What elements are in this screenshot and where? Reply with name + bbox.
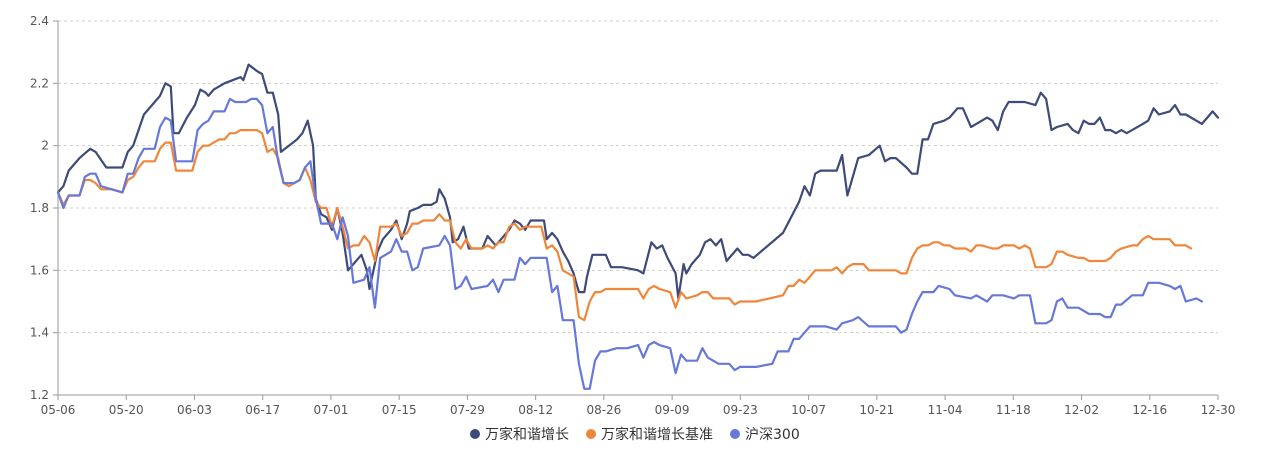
y-tick-label: 2 (41, 139, 49, 153)
x-tick-label: 07-29 (450, 403, 485, 417)
y-tick-label: 1.6 (30, 263, 49, 277)
axis-layer: 1.2 1.4 1.6 1.8 2 2.2 2.4 05-06 05-20 06-03 06-17 0… (30, 14, 1236, 417)
legend-label: 沪深300 (745, 427, 800, 443)
series-line-2[interactable] (56, 97, 1203, 390)
legend-item-2[interactable]: 沪深300 (730, 427, 800, 443)
x-tick-label: 07-15 (382, 403, 417, 417)
y-tick-label: 2.4 (30, 14, 49, 28)
x-tick-label: 12-16 (1132, 403, 1167, 417)
series-line-1[interactable] (56, 129, 1193, 322)
x-tick-label: 12-02 (1064, 403, 1099, 417)
x-tick-label: 11-18 (996, 403, 1031, 417)
x-tick-label: 11-04 (928, 403, 963, 417)
grid-layer (58, 20, 1218, 334)
y-tick-label: 1.8 (30, 201, 49, 215)
x-tick-label: 08-26 (586, 403, 621, 417)
legend-item-1[interactable]: 万家和谐增长基准 (586, 426, 713, 443)
legend-marker (586, 429, 596, 439)
x-tick-label: 10-21 (859, 403, 894, 417)
series-line-0[interactable] (56, 63, 1220, 300)
series-layer (56, 63, 1220, 390)
x-tick-label: 05-20 (109, 403, 144, 417)
x-tick-label: 09-23 (723, 403, 758, 417)
legend-label: 万家和谐增长基准 (601, 426, 713, 443)
legend-marker (730, 429, 740, 439)
x-tick-label: 05-06 (41, 403, 76, 417)
legend[interactable]: 万家和谐增长 万家和谐增长基准 沪深300 (470, 426, 800, 443)
y-tick-label: 1.2 (30, 388, 49, 402)
x-tick-label: 08-12 (518, 403, 553, 417)
x-tick-label: 10-07 (791, 403, 826, 417)
legend-marker (470, 429, 480, 439)
legend-item-0[interactable]: 万家和谐增长 (470, 426, 569, 443)
x-tick-label: 07-01 (314, 403, 349, 417)
y-tick-label: 1.4 (30, 326, 49, 340)
x-tick-label: 12-30 (1201, 403, 1236, 417)
x-tick-label: 06-03 (177, 403, 212, 417)
y-tick-label: 2.2 (30, 76, 49, 90)
x-tick-label: 09-09 (655, 403, 690, 417)
legend-label: 万家和谐增长 (485, 426, 569, 443)
x-tick-label: 06-17 (245, 403, 280, 417)
